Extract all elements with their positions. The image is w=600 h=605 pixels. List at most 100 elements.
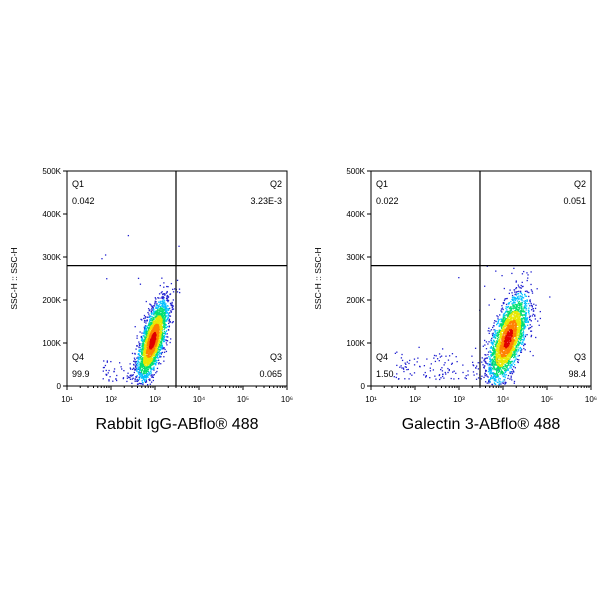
event-dot	[513, 317, 514, 318]
event-dot	[115, 378, 116, 379]
event-dot	[494, 334, 495, 335]
event-dot	[494, 299, 495, 300]
event-dot	[164, 304, 165, 305]
event-dot	[522, 294, 523, 295]
event-dot	[482, 364, 483, 365]
event-dot	[518, 307, 519, 308]
event-dot	[153, 309, 154, 310]
event-dot	[532, 355, 533, 356]
event-dot	[525, 349, 526, 350]
event-dot	[492, 327, 493, 328]
event-dot	[141, 319, 142, 320]
y-tick-label: 0	[57, 382, 62, 391]
event-dot	[143, 318, 144, 319]
event-dot	[523, 300, 524, 301]
event-dot	[410, 373, 411, 374]
event-dot	[401, 354, 402, 355]
event-dot	[151, 382, 152, 383]
event-dot	[121, 368, 122, 369]
event-dot	[514, 355, 515, 356]
event-dot	[525, 295, 526, 296]
event-dot	[147, 312, 148, 313]
event-dot	[518, 286, 519, 287]
event-dot	[473, 374, 474, 375]
event-dot	[518, 285, 519, 286]
event-dot	[499, 314, 500, 315]
event-dot	[522, 286, 523, 287]
event-dot	[148, 374, 149, 375]
event-dot	[147, 325, 148, 326]
event-dot	[148, 314, 149, 315]
event-dot	[531, 335, 532, 336]
event-dot	[528, 292, 529, 293]
event-dot	[498, 379, 499, 380]
event-dot	[501, 351, 502, 352]
event-dot	[157, 368, 158, 369]
event-dot	[504, 383, 505, 384]
event-dot	[516, 294, 517, 295]
event-dot	[150, 384, 151, 385]
event-dot	[145, 316, 146, 317]
event-dot	[509, 379, 510, 380]
event-dot	[501, 275, 502, 276]
event-dot	[493, 346, 494, 347]
event-dot	[537, 320, 538, 321]
event-dot	[167, 295, 168, 296]
event-dot	[169, 326, 170, 327]
event-dot	[501, 334, 502, 335]
event-dot	[529, 305, 530, 306]
event-dot	[522, 282, 523, 283]
event-dot	[126, 381, 127, 382]
event-dot	[522, 342, 523, 343]
event-dot	[504, 315, 505, 316]
event-dot	[441, 367, 442, 368]
event-dot	[152, 310, 153, 311]
event-dot	[533, 304, 534, 305]
event-dot	[167, 319, 168, 320]
event-dot	[396, 365, 397, 366]
event-dot	[135, 348, 136, 349]
x-tick-label: 10⁴	[193, 395, 206, 404]
x-tick-label: 10²	[105, 395, 117, 404]
event-dot	[106, 370, 107, 371]
event-dot	[478, 377, 479, 378]
event-dot	[505, 377, 506, 378]
event-dot	[488, 330, 489, 331]
event-dot	[528, 312, 529, 313]
event-dot	[502, 360, 503, 361]
x-tick-label: 10⁵	[237, 395, 249, 404]
event-dot	[511, 377, 512, 378]
event-dot	[140, 349, 141, 350]
event-dot	[523, 348, 524, 349]
event-dot	[483, 367, 484, 368]
event-dot	[476, 373, 477, 374]
event-dot	[135, 378, 136, 379]
event-dot	[440, 356, 441, 357]
event-dot	[501, 369, 502, 370]
event-dot	[425, 372, 426, 373]
event-dot	[489, 357, 490, 358]
event-dot	[161, 292, 162, 293]
event-dot	[146, 380, 147, 381]
event-dot	[166, 344, 167, 345]
event-dot	[518, 291, 519, 292]
event-dot	[513, 370, 514, 371]
event-dot	[144, 315, 145, 316]
event-dot	[511, 367, 512, 368]
event-dot	[135, 369, 136, 370]
event-dot	[149, 321, 150, 322]
event-dot	[447, 372, 448, 373]
event-dot	[493, 374, 494, 375]
event-dot	[496, 330, 497, 331]
event-dot	[148, 372, 149, 373]
event-dot	[411, 375, 412, 376]
event-dot	[530, 331, 531, 332]
event-dot	[133, 361, 134, 362]
event-dot	[515, 300, 516, 301]
event-dot	[476, 379, 477, 380]
event-dot	[130, 379, 131, 380]
event-dot	[498, 378, 499, 379]
event-dot	[517, 293, 518, 294]
event-dot	[149, 309, 150, 310]
